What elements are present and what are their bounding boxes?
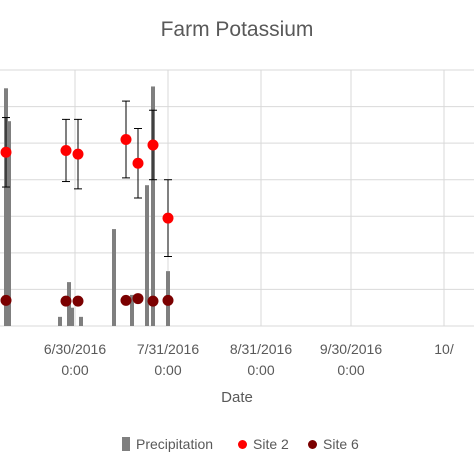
site-6-point	[120, 294, 132, 306]
x-tick-label: 9/30/2016	[320, 341, 382, 357]
precipitation-bar	[4, 88, 8, 327]
site-6-point	[132, 293, 144, 305]
legend-swatch-site-6	[308, 439, 317, 449]
precipitation-bar	[112, 229, 116, 326]
site-6-point	[60, 295, 72, 307]
precipitation-bar	[130, 294, 134, 326]
site-2-point	[132, 157, 144, 169]
site-6-point	[162, 294, 174, 306]
x-axis-title: Date	[221, 389, 253, 406]
x-tick-label: 8/31/2016	[230, 341, 292, 357]
legend-label-precipitation: Precipitation	[136, 436, 214, 452]
x-tick-label-time: 0:00	[154, 362, 181, 378]
legend-swatch-site-2	[238, 439, 247, 449]
site-2-point	[147, 139, 159, 151]
x-tick-label: 6/30/2016	[44, 341, 106, 357]
site-2-point	[0, 146, 12, 158]
site-2-point	[120, 133, 132, 145]
x-tick-label-time: 0:00	[247, 362, 274, 378]
legend-swatch-precipitation	[122, 437, 130, 451]
legend-item-site-6: Site 6	[308, 436, 359, 452]
site-6-point	[0, 294, 12, 306]
site-2-point	[60, 144, 72, 156]
precipitation-bar	[145, 185, 149, 326]
precipitation-bar	[58, 316, 62, 326]
precipitation-bar	[79, 316, 83, 326]
x-tick-label-time: 0:00	[61, 362, 88, 378]
precipitation-bar	[151, 86, 155, 326]
site-6-point	[147, 295, 159, 307]
legend-item-site-2: Site 2	[238, 436, 289, 452]
site-2-point	[162, 212, 174, 224]
precipitation-bar	[70, 307, 74, 326]
legend-label-site-6: Site 6	[323, 436, 359, 452]
x-tick-label: 7/31/2016	[137, 341, 199, 357]
legend-item-precipitation: Precipitation	[122, 436, 213, 452]
site-6-point	[72, 295, 84, 307]
site-2-point	[72, 148, 84, 160]
x-tick-label: 10/	[434, 341, 454, 357]
x-tick-label-time: 0:00	[337, 362, 364, 378]
chart-title: Farm Potassium	[160, 18, 314, 41]
chart-legend: Precipitation Site 2 Site 6	[0, 436, 474, 456]
legend-label-site-2: Site 2	[253, 436, 289, 452]
precipitation-bar	[7, 121, 11, 326]
